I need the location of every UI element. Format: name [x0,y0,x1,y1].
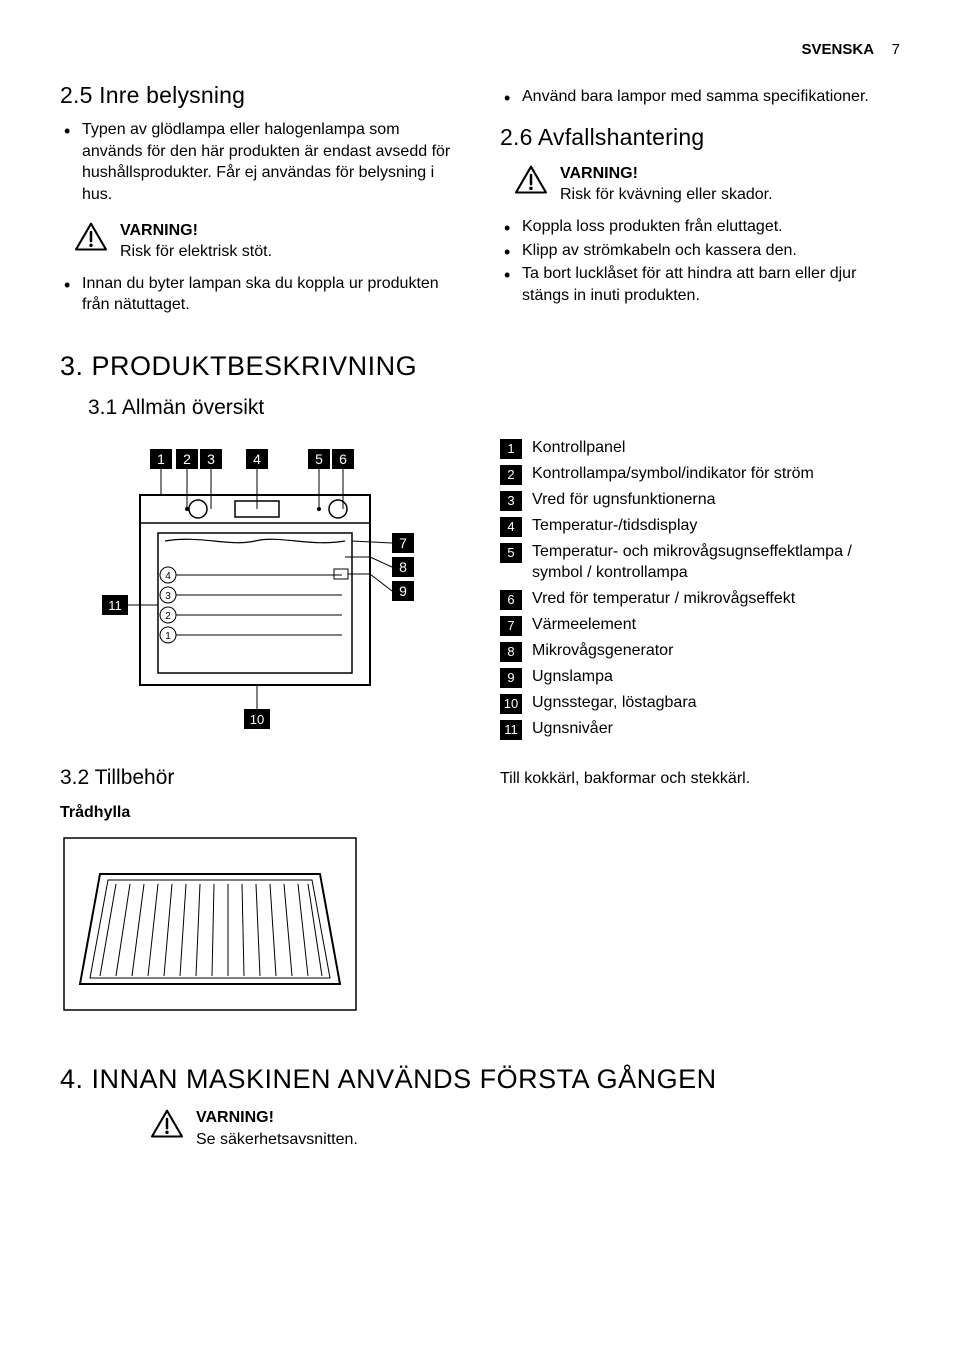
legend-10: 10Ugnsstegar, löstagbara [500,692,900,714]
svg-text:10: 10 [250,712,264,727]
sec26-b2: Klipp av strömkabeln och kassera den. [500,240,900,262]
legend-11: 11Ugnsnivåer [500,718,900,740]
legend-9: 9Ugnslampa [500,666,900,688]
accessory-row: 3.2 Tillbehör Trådhylla [60,764,900,1021]
page-header: SVENSKA 7 [60,40,900,60]
accessory-right: Till kokkärl, bakformar och stekkärl. [500,764,900,1021]
svg-text:4: 4 [253,451,261,467]
sec26-list: Koppla loss produkten från eluttaget. Kl… [500,216,900,306]
section-4: 4. INNAN MASKINEN ANVÄNDS FÖRSTA GÅNGEN … [60,1061,900,1151]
svg-text:11: 11 [108,598,122,613]
legend-1: 1Kontrollpanel [500,437,900,459]
sec25-list: Typen av glödlampa eller halogenlampa so… [60,119,460,205]
legend-5: 5Temperatur- och mikrovågsugnseffektlamp… [500,541,900,584]
sec25-warn-title: VARNING! [120,220,272,242]
badge-3: 3 [500,491,522,511]
legend-6: 6Vred för temperatur / mikrovågseffekt [500,588,900,610]
legend-8: 8Mikrovågsgenerator [500,640,900,662]
badge-11: 11 [500,720,522,740]
badge-4: 4 [500,517,522,537]
sec4-warn-body: Se säkerhetsavsnitten. [196,1129,358,1151]
sec25-list3: Använd bara lampor med samma specifikati… [500,86,900,108]
svg-text:5: 5 [315,451,323,467]
svg-text:8: 8 [399,559,407,575]
section-3-title: 3. PRODUKTBESKRIVNING [60,348,900,384]
page-number: 7 [892,41,900,58]
sec26-warn-body: Risk för kvävning eller skador. [560,184,773,206]
section-2-5-title: 2.5 Inre belysning [60,80,460,111]
wire-shelf-svg [60,834,360,1014]
svg-text:3: 3 [207,451,215,467]
badge-7: 7 [500,616,522,636]
warning-icon [150,1109,184,1139]
sec25-warn-body: Risk för elektrisk stöt. [120,241,272,263]
lang-label: SVENSKA [802,41,874,58]
badge-10: 10 [500,694,522,714]
section-3-1-title: 3.1 Allmän översikt [88,394,900,422]
top-columns: 2.5 Inre belysning Typen av glödlampa el… [60,80,900,330]
svg-text:7: 7 [399,535,407,551]
badge-5: 5 [500,543,522,563]
sec25-warning: VARNING! Risk för elektrisk stöt. [74,220,460,263]
legend-list: 1Kontrollpanel 2Kontrollampa/symbol/indi… [500,437,900,740]
sec4-warn-text: VARNING! Se säkerhetsavsnitten. [196,1107,358,1150]
sec26-warn-text: VARNING! Risk för kvävning eller skador. [560,163,773,206]
badge-8: 8 [500,642,522,662]
sec25-b1: Innan du byter lampan ska du koppla ur p… [60,273,460,316]
sec26-warning: VARNING! Risk för kvävning eller skador. [514,163,900,206]
accessory-left: 3.2 Tillbehör Trådhylla [60,764,460,1021]
overview-row: 1 2 3 4 5 6 [60,437,900,744]
sec25-list2: Innan du byter lampan ska du koppla ur p… [60,273,460,316]
legend-4: 4Temperatur-/tidsdisplay [500,515,900,537]
overview-legend: 1Kontrollpanel 2Kontrollampa/symbol/indi… [500,437,900,744]
section-4-title: 4. INNAN MASKINEN ANVÄNDS FÖRSTA GÅNGEN [60,1061,900,1097]
warning-icon [74,222,108,252]
accessory-name: Trådhylla [60,802,460,824]
svg-text:4: 4 [165,571,171,582]
sec4-warn-title: VARNING! [196,1107,358,1129]
section-3-2-title: 3.2 Tillbehör [60,764,460,792]
sec26-b1: Koppla loss produkten från eluttaget. [500,216,900,238]
badge-9: 9 [500,668,522,688]
legend-3: 3Vred för ugnsfunktionerna [500,489,900,511]
svg-text:9: 9 [399,583,407,599]
badge-1: 1 [500,439,522,459]
sec25-warn-text: VARNING! Risk för elektrisk stöt. [120,220,272,263]
accessory-desc: Till kokkärl, bakformar och stekkärl. [500,768,900,790]
warning-icon [514,165,548,195]
oven-diagram: 1 2 3 4 5 6 [60,437,460,744]
legend-7: 7Värmeelement [500,614,900,636]
sec26-warn-title: VARNING! [560,163,773,185]
right-column: Använd bara lampor med samma specifikati… [500,80,900,330]
sec25-b2: Använd bara lampor med samma specifikati… [500,86,900,108]
svg-text:2: 2 [165,611,171,622]
badge-6: 6 [500,590,522,610]
badge-2: 2 [500,465,522,485]
sec4-warning: VARNING! Se säkerhetsavsnitten. [150,1107,900,1150]
svg-text:1: 1 [157,451,165,467]
svg-text:1: 1 [165,631,171,642]
section-2-6-title: 2.6 Avfallshantering [500,122,900,153]
svg-text:3: 3 [165,591,171,602]
legend-2: 2Kontrollampa/symbol/indikator för ström [500,463,900,485]
sec26-b3: Ta bort lucklåset för att hindra att bar… [500,263,900,306]
svg-text:2: 2 [183,451,191,467]
svg-text:6: 6 [339,451,347,467]
oven-svg: 1 2 3 4 5 6 [80,437,440,737]
left-column: 2.5 Inre belysning Typen av glödlampa el… [60,80,460,330]
sec25-para: Typen av glödlampa eller halogenlampa so… [60,119,460,205]
